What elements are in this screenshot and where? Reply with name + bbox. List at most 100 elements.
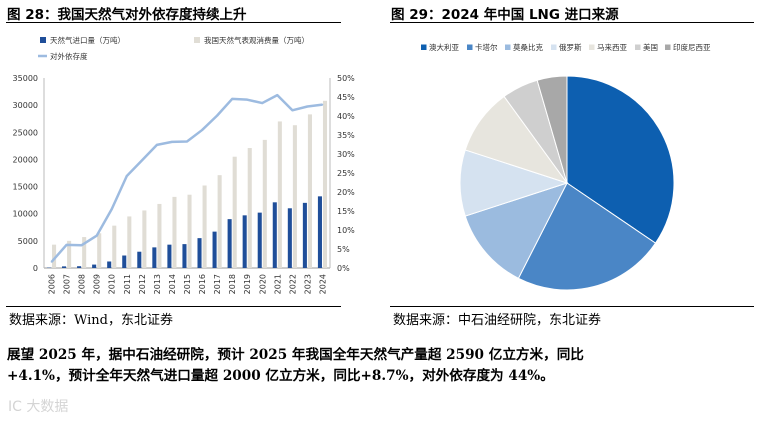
bar-consumption [157, 203, 162, 268]
y-tick-right-label: 15% [337, 207, 355, 216]
bar-consumption [67, 240, 72, 268]
x-tick-label: 2017 [213, 274, 222, 294]
bar-import [227, 219, 232, 268]
bar-consumption [202, 185, 207, 268]
pie-legend-label: 马来西亚 [597, 43, 627, 52]
y-tick-left-label: 30000 [13, 101, 38, 110]
bar-consumption [187, 194, 192, 268]
y-tick-left-label: 25000 [13, 128, 38, 137]
pie-slice [517, 182, 657, 291]
pie-legend-swatch [505, 44, 511, 50]
bar-import [242, 215, 247, 268]
bar-import [137, 251, 142, 268]
x-tick-label: 2020 [258, 274, 267, 294]
right-chart: 澳大利亚 卡塔尔 莫桑比克 俄罗斯 马来西亚 美国 印度尼西亚 [421, 42, 711, 291]
x-tick-label: 2013 [153, 274, 162, 294]
pie-legend-swatch [421, 44, 427, 50]
x-tick-label: 2016 [198, 274, 207, 294]
x-tick-label: 2009 [93, 274, 102, 294]
x-tick-label: 2006 [48, 274, 57, 294]
left-source-rule [6, 306, 341, 307]
bar-consumption [172, 196, 177, 268]
y-tick-right-label: 0% [337, 264, 350, 273]
pie-legend-label: 美国 [643, 42, 658, 52]
bar-consumption [217, 175, 222, 268]
right-source-rule [390, 306, 754, 307]
bar-consumption [127, 216, 132, 268]
y-tick-right-label: 25% [337, 169, 355, 178]
x-tick-label: 2024 [318, 274, 327, 294]
left-title-rule [6, 22, 341, 23]
bar-consumption [322, 100, 328, 268]
bar-import [182, 244, 187, 268]
line-dependency-point [50, 261, 53, 263]
y-tick-right-label: 40% [337, 112, 355, 121]
bar-import [272, 202, 277, 268]
bar-import [62, 266, 67, 268]
pie-slice [566, 75, 675, 244]
bar-import [167, 244, 172, 268]
left-figure-title: 图 28：我国天然气对外依存度持续上升 [7, 7, 247, 23]
line-dependency-point [246, 98, 249, 101]
line-dependency-point [141, 159, 143, 162]
right-figure-title: 图 29：2024 年中国 LNG 进口来源 [391, 7, 619, 23]
pie-legend-swatch [467, 44, 473, 50]
x-tick-label: 2023 [303, 274, 312, 294]
right-title-rule [390, 22, 754, 23]
pie-legend-label: 俄罗斯 [559, 42, 582, 52]
legend-label: 天然气进口量（万吨） [50, 35, 125, 45]
bar-consumption [82, 237, 87, 268]
legend-label: 对外依存度 [50, 51, 88, 61]
x-tick-label: 2019 [243, 274, 252, 294]
pie-legend-swatch [589, 44, 595, 50]
x-tick-label: 2015 [183, 274, 192, 294]
line-dependency-point [95, 234, 98, 237]
bar-import [287, 208, 292, 268]
pie-slice [536, 75, 568, 184]
bar-import [122, 255, 127, 268]
pie-legend-label: 卡塔尔 [475, 42, 498, 52]
bar-consumption [292, 125, 297, 268]
x-tick-label: 2010 [108, 274, 117, 294]
y-tick-left-label: 15000 [13, 183, 38, 192]
y-tick-left-label: 35000 [13, 74, 38, 83]
bar-import [92, 264, 97, 268]
bar-consumption [52, 244, 57, 268]
line-dependency-point [65, 244, 68, 246]
bar-import [212, 231, 217, 268]
x-tick-label: 2022 [288, 274, 297, 294]
x-tick-label: 2014 [168, 274, 177, 294]
bar-import [197, 238, 202, 268]
x-tick-label: 2011 [123, 274, 132, 294]
bar-import [257, 212, 262, 268]
y-tick-right-label: 5% [337, 245, 350, 254]
line-dependency-point [125, 175, 128, 177]
bar-consumption [232, 156, 237, 268]
y-tick-left-label: 10000 [13, 210, 38, 219]
line-dependency-point [110, 208, 113, 210]
bar-import [317, 196, 322, 268]
line-dependency-point [201, 129, 203, 131]
pie-legend-swatch [551, 44, 557, 50]
bar-consumption [97, 233, 102, 268]
line-dependency-point [231, 98, 233, 100]
bar-consumption [112, 225, 117, 268]
x-tick-label: 2012 [138, 274, 147, 294]
pie-legend-swatch [665, 44, 671, 50]
pie-legend-label: 莫桑比克 [513, 42, 543, 52]
bar-consumption [142, 210, 147, 268]
pie-legend-label: 澳大利亚 [429, 42, 459, 52]
y-tick-right-label: 45% [337, 93, 355, 102]
bar-consumption [247, 148, 252, 268]
x-tick-label: 2021 [273, 274, 282, 294]
body-paragraph: 展望 2025 年，据中石油经研院，预计 2025 年我国全年天然气产量超 25… [7, 347, 584, 384]
y-tick-right-label: 10% [337, 226, 355, 235]
x-tick-label: 2007 [63, 274, 72, 294]
watermark: IC 大数据 [8, 399, 69, 415]
bar-consumption [277, 121, 282, 268]
bar-import [107, 261, 112, 268]
left-figure-source: 数据来源：Wind，东北证券 [9, 313, 173, 328]
left-chart: 0 5000 10000 15000 20000 25000 30000 35000 0% 5% 1… [13, 35, 356, 294]
pie-legend-swatch [635, 44, 641, 50]
legend-label: 我国天然气表观消费量（万吨） [204, 35, 309, 45]
